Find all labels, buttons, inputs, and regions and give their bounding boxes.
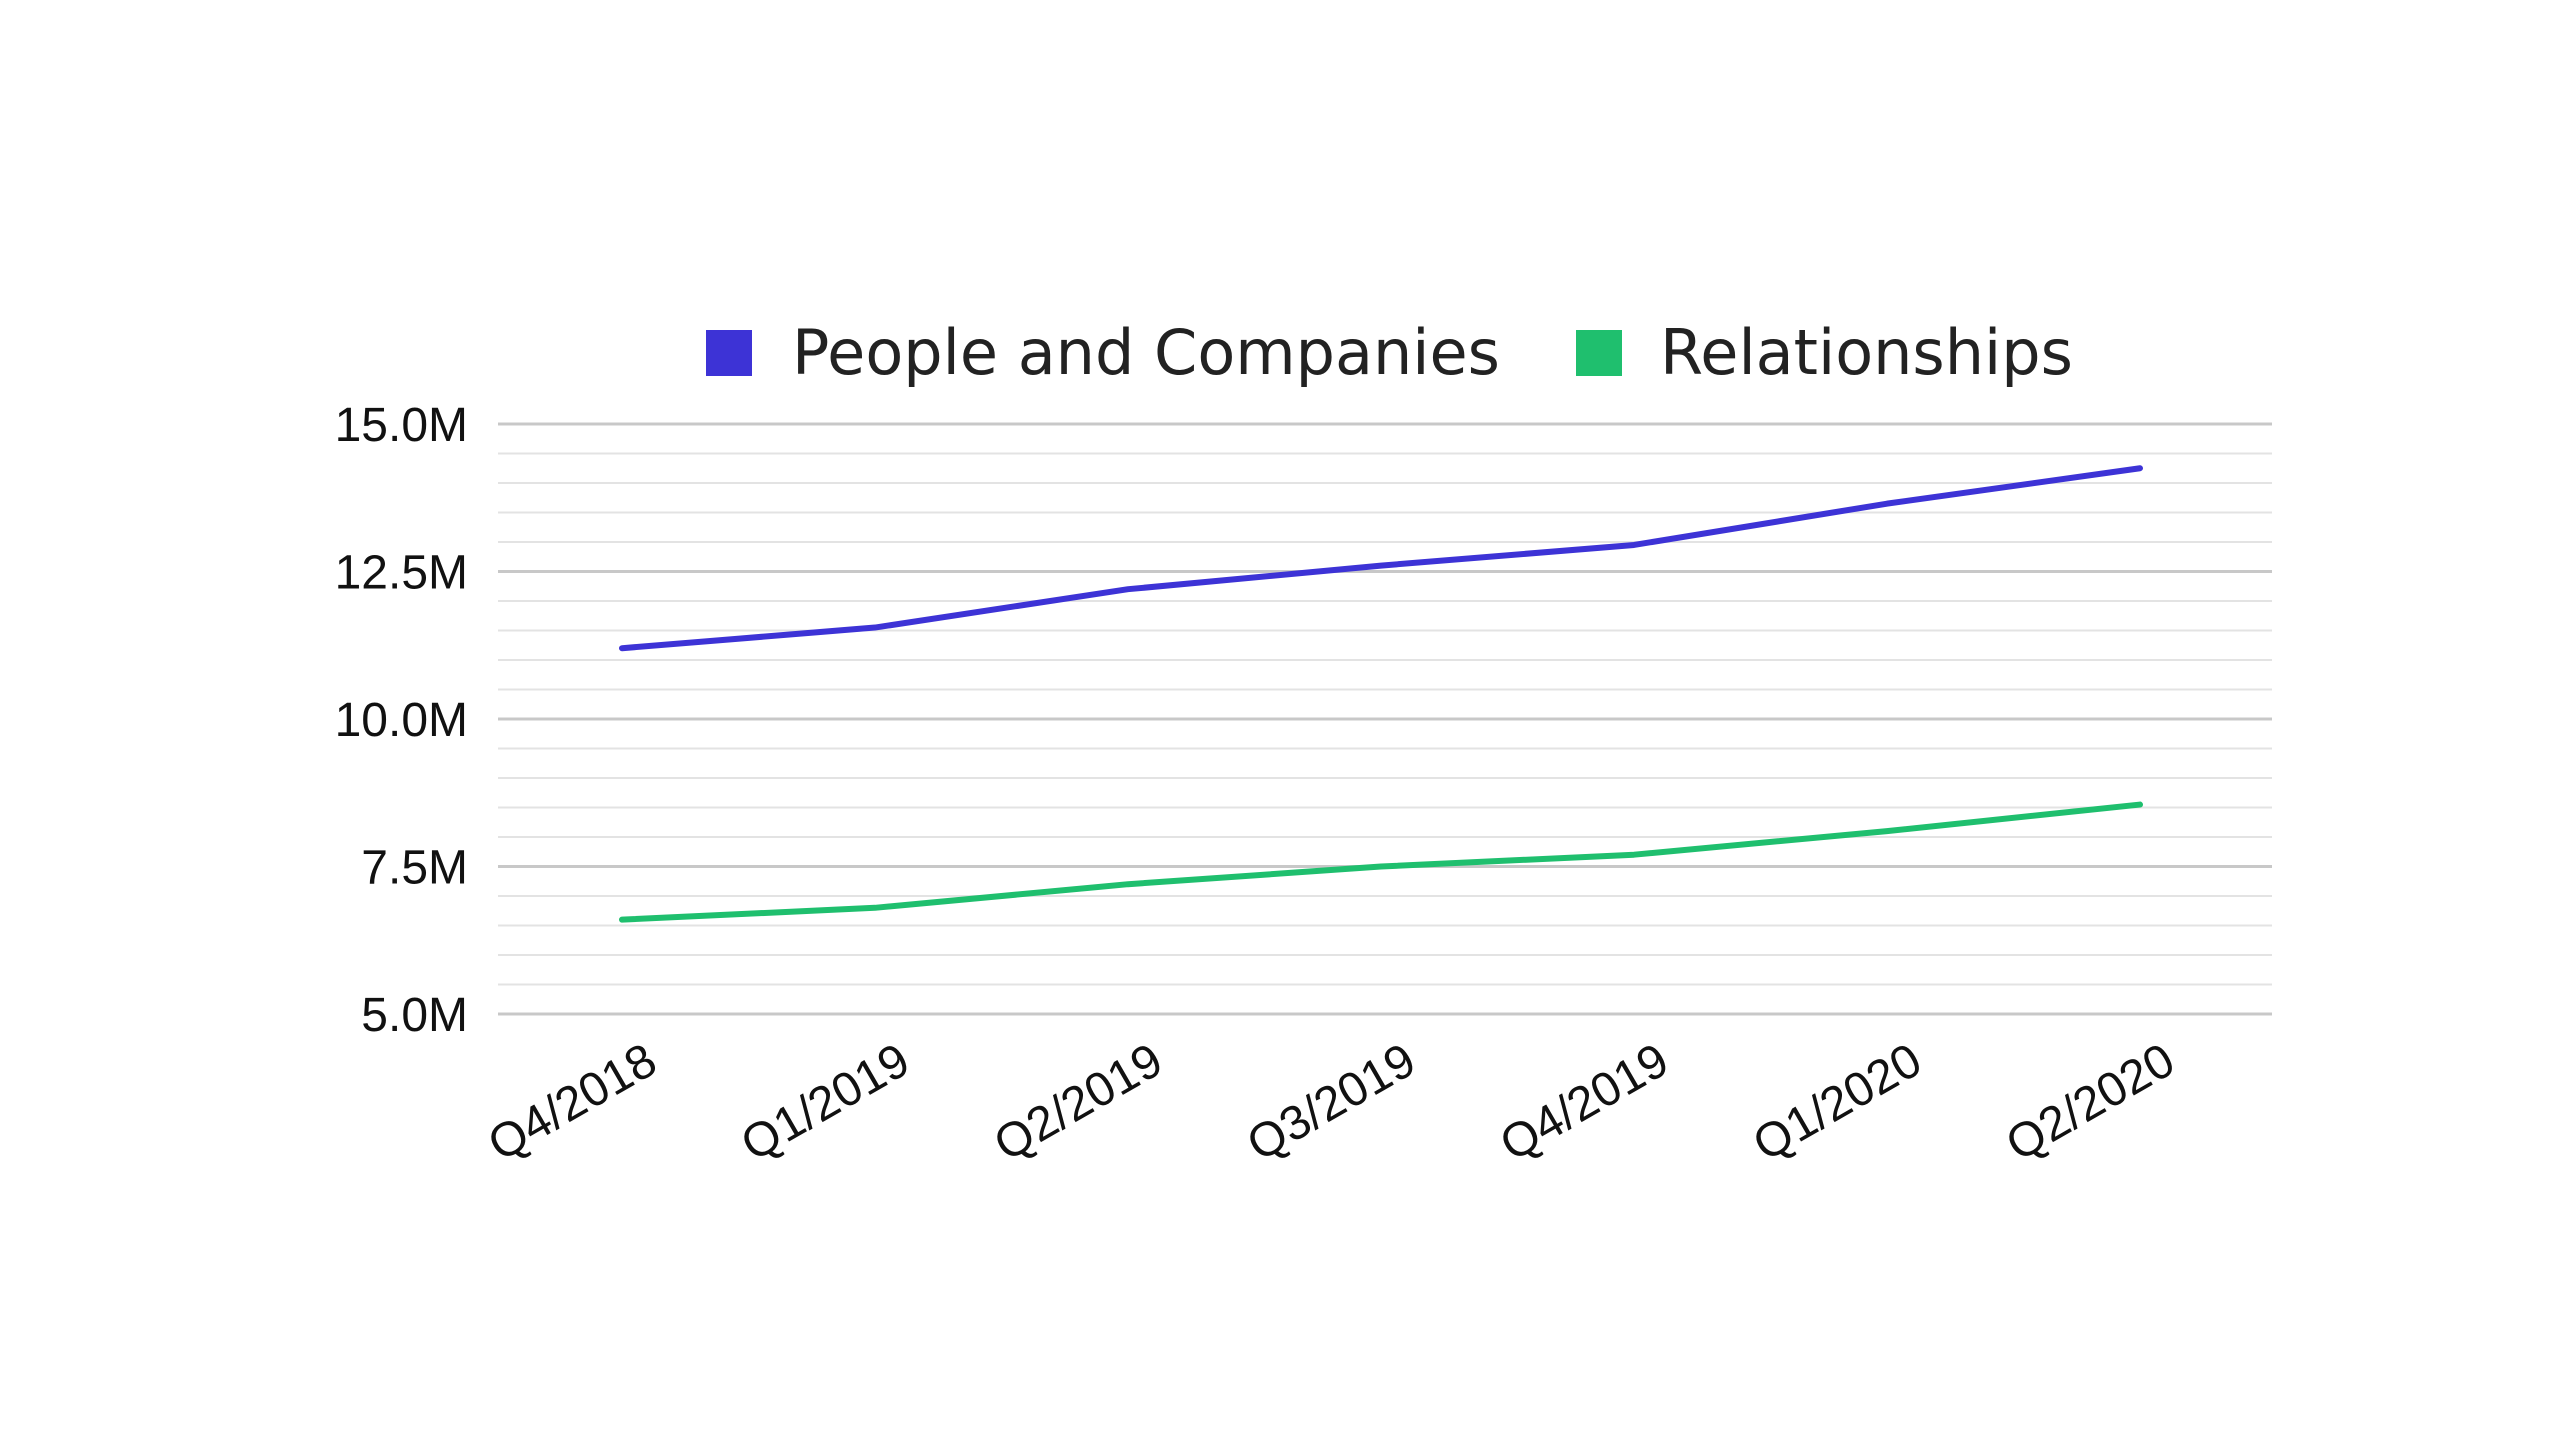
x-tick-label: Q4/2018 bbox=[480, 1034, 666, 1172]
legend-swatch bbox=[706, 330, 752, 376]
x-tick-label: Q1/2019 bbox=[733, 1034, 919, 1172]
x-tick-label: Q3/2019 bbox=[1239, 1034, 1425, 1172]
x-tick-label: Q4/2019 bbox=[1492, 1034, 1678, 1172]
legend: People and Companies Relationships bbox=[706, 316, 2073, 389]
x-axis: Q4/2018 Q1/2019 Q2/2019 Q3/2019 Q4/2019 Q1/20… bbox=[480, 1034, 2184, 1172]
y-tick-label: 5.0M bbox=[361, 989, 468, 1042]
x-tick-label: Q2/2019 bbox=[986, 1034, 1172, 1172]
legend-label: People and Companies bbox=[792, 316, 1500, 389]
series-line-0 bbox=[619, 465, 2143, 652]
x-tick-label: Q2/2020 bbox=[1998, 1034, 2184, 1172]
y-axis: 5.0M 7.5M 10.0M 12.5M 15.0M bbox=[335, 399, 468, 1042]
series-line-1 bbox=[619, 801, 2143, 923]
x-tick-label: Q1/2020 bbox=[1745, 1034, 1931, 1172]
y-tick-label: 7.5M bbox=[361, 842, 468, 895]
y-tick-label: 12.5M bbox=[335, 547, 468, 600]
legend-swatch bbox=[1576, 330, 1622, 376]
y-tick-label: 10.0M bbox=[335, 694, 468, 747]
y-tick-label: 15.0M bbox=[335, 399, 468, 452]
grid-lines bbox=[498, 422, 2272, 1016]
legend-label: Relationships bbox=[1660, 316, 2073, 389]
series-lines bbox=[619, 465, 2143, 923]
